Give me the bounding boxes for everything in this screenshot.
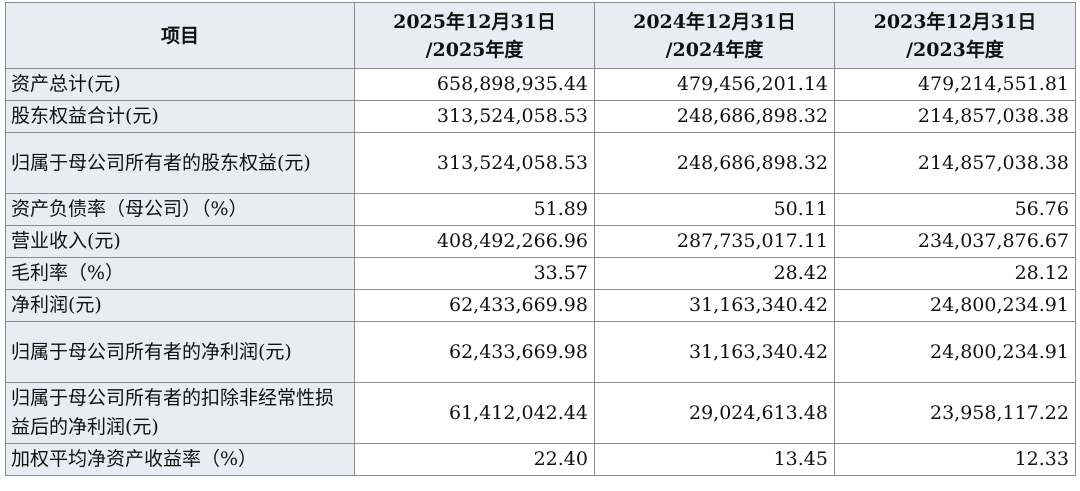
cell-2025: 33.57 bbox=[354, 257, 595, 290]
cell-2023: 479,214,551.81 bbox=[834, 68, 1076, 101]
row-label: 归属于母公司所有者的扣除非经常性损益后的净利润(元) bbox=[5, 382, 355, 444]
table-header-row: 项目 2025年12月31日 /2025年度 2024年12月31日 /2024… bbox=[5, 2, 1076, 69]
cell-2023: 234,037,876.67 bbox=[834, 225, 1076, 258]
cell-2024: 13.45 bbox=[594, 443, 835, 476]
header-period-2024-date: 2024年12月31日 bbox=[633, 10, 796, 33]
cell-2025: 61,412,042.44 bbox=[354, 382, 595, 444]
row-label: 毛利率（%） bbox=[5, 257, 355, 290]
cell-2023: 24,800,234.91 bbox=[834, 321, 1076, 383]
header-period-2023: 2023年12月31日 /2023年度 bbox=[834, 2, 1076, 69]
cell-2025: 408,492,266.96 bbox=[354, 225, 595, 258]
cell-2025: 313,524,058.53 bbox=[354, 132, 595, 194]
cell-2025: 62,433,669.98 bbox=[354, 289, 595, 322]
header-period-2024: 2024年12月31日 /2024年度 bbox=[594, 2, 835, 69]
header-period-2025-year: /2025年度 bbox=[425, 38, 524, 61]
table-row: 营业收入(元) 408,492,266.96 287,735,017.11 23… bbox=[5, 225, 1076, 258]
row-label: 资产负债率（母公司）（%） bbox=[5, 193, 355, 226]
cell-2024: 248,686,898.32 bbox=[594, 100, 835, 133]
header-item: 项目 bbox=[5, 2, 355, 69]
cell-2023: 214,857,038.38 bbox=[834, 132, 1076, 194]
row-label: 资产总计(元) bbox=[5, 68, 355, 101]
cell-2023: 28.12 bbox=[834, 257, 1076, 290]
table-row: 股东权益合计(元) 313,524,058.53 248,686,898.32 … bbox=[5, 100, 1076, 133]
header-period-2024-year: /2024年度 bbox=[665, 38, 764, 61]
cell-2025: 62,433,669.98 bbox=[354, 321, 595, 383]
cell-2023: 214,857,038.38 bbox=[834, 100, 1076, 133]
financial-data-table: 项目 2025年12月31日 /2025年度 2024年12月31日 /2024… bbox=[5, 2, 1076, 476]
row-label: 股东权益合计(元) bbox=[5, 100, 355, 133]
cell-2024: 31,163,340.42 bbox=[594, 289, 835, 322]
cell-2025: 51.89 bbox=[354, 193, 595, 226]
table-row: 归属于母公司所有者的股东权益(元) 313,524,058.53 248,686… bbox=[5, 132, 1076, 194]
cell-2023: 56.76 bbox=[834, 193, 1076, 226]
cell-2023: 12.33 bbox=[834, 443, 1076, 476]
table-row: 归属于母公司所有者的扣除非经常性损益后的净利润(元) 61,412,042.44… bbox=[5, 382, 1076, 444]
cell-2025: 658,898,935.44 bbox=[354, 68, 595, 101]
row-label: 加权平均净资产收益率（%） bbox=[5, 443, 355, 476]
header-period-2025: 2025年12月31日 /2025年度 bbox=[354, 2, 595, 69]
cell-2024: 479,456,201.14 bbox=[594, 68, 835, 101]
table-row: 资产负债率（母公司）（%） 51.89 50.11 56.76 bbox=[5, 193, 1076, 226]
row-label: 归属于母公司所有者的净利润(元) bbox=[5, 321, 355, 383]
table-row: 净利润(元) 62,433,669.98 31,163,340.42 24,80… bbox=[5, 289, 1076, 322]
header-period-2023-year: /2023年度 bbox=[906, 38, 1004, 61]
row-label: 营业收入(元) bbox=[5, 225, 355, 258]
cell-2024: 287,735,017.11 bbox=[594, 225, 835, 258]
table-row: 归属于母公司所有者的净利润(元) 62,433,669.98 31,163,34… bbox=[5, 321, 1076, 383]
header-period-2023-date: 2023年12月31日 bbox=[873, 10, 1037, 33]
table-row: 资产总计(元) 658,898,935.44 479,456,201.14 47… bbox=[5, 68, 1076, 101]
cell-2024: 248,686,898.32 bbox=[594, 132, 835, 194]
row-label: 归属于母公司所有者的股东权益(元) bbox=[5, 132, 355, 194]
cell-2024: 31,163,340.42 bbox=[594, 321, 835, 383]
cell-2024: 29,024,613.48 bbox=[594, 382, 835, 444]
cell-2024: 50.11 bbox=[594, 193, 835, 226]
cell-2023: 23,958,117.22 bbox=[834, 382, 1076, 444]
cell-2025: 313,524,058.53 bbox=[354, 100, 595, 133]
cell-2023: 24,800,234.91 bbox=[834, 289, 1076, 322]
row-label: 净利润(元) bbox=[5, 289, 355, 322]
table-row: 毛利率（%） 33.57 28.42 28.12 bbox=[5, 257, 1076, 290]
header-period-2025-date: 2025年12月31日 bbox=[393, 10, 556, 33]
cell-2024: 28.42 bbox=[594, 257, 835, 290]
table-row: 加权平均净资产收益率（%） 22.40 13.45 12.33 bbox=[5, 443, 1076, 476]
cell-2025: 22.40 bbox=[354, 443, 595, 476]
